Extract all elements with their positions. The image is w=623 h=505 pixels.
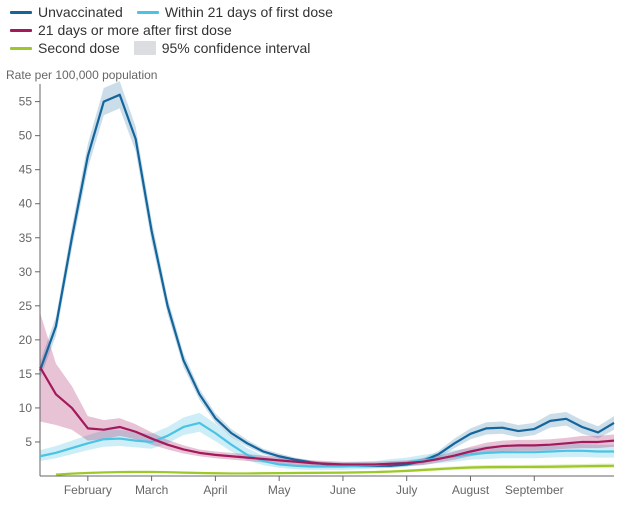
svg-text:40: 40 bbox=[19, 197, 33, 211]
y-axis-label: Rate per 100,000 population bbox=[6, 68, 157, 82]
svg-text:45: 45 bbox=[19, 163, 33, 177]
legend-label: 21 days or more after first dose bbox=[38, 22, 232, 38]
legend: Unvaccinated Within 21 days of first dose… bbox=[10, 4, 333, 58]
svg-text:June: June bbox=[330, 483, 356, 497]
legend-swatch-box bbox=[134, 41, 156, 55]
legend-item: Within 21 days of first dose bbox=[137, 4, 333, 20]
legend-item: 21 days or more after first dose bbox=[10, 22, 232, 38]
svg-text:July: July bbox=[396, 483, 417, 497]
svg-text:March: March bbox=[135, 483, 168, 497]
svg-text:15: 15 bbox=[19, 367, 33, 381]
legend-label: Within 21 days of first dose bbox=[165, 4, 333, 20]
svg-text:35: 35 bbox=[19, 231, 33, 245]
svg-text:20: 20 bbox=[19, 333, 33, 347]
svg-text:April: April bbox=[203, 483, 227, 497]
svg-text:February: February bbox=[64, 483, 112, 497]
svg-text:30: 30 bbox=[19, 265, 33, 279]
svg-text:55: 55 bbox=[19, 95, 33, 109]
series-line bbox=[40, 95, 614, 466]
y-axis: 5 10 15 20 25 30 35 40 45 50 55 bbox=[19, 95, 40, 449]
legend-swatch-line bbox=[10, 47, 32, 50]
legend-item: Second dose bbox=[10, 40, 120, 56]
svg-text:May: May bbox=[268, 483, 291, 497]
legend-label: 95% confidence interval bbox=[162, 40, 311, 56]
svg-text:5: 5 bbox=[25, 435, 32, 449]
svg-text:10: 10 bbox=[19, 401, 33, 415]
legend-swatch-line bbox=[137, 11, 159, 14]
svg-text:September: September bbox=[505, 483, 564, 497]
legend-item: 95% confidence interval bbox=[134, 40, 311, 56]
chart-container: Unvaccinated Within 21 days of first dose… bbox=[0, 0, 623, 505]
legend-label: Second dose bbox=[38, 40, 120, 56]
legend-item: Unvaccinated bbox=[10, 4, 123, 20]
x-axis: February March April May June July August Septe… bbox=[64, 476, 564, 497]
svg-text:50: 50 bbox=[19, 129, 33, 143]
ci-band bbox=[40, 81, 614, 468]
legend-swatch-line bbox=[10, 29, 32, 32]
legend-swatch-line bbox=[10, 11, 32, 14]
legend-label: Unvaccinated bbox=[38, 4, 123, 20]
svg-text:August: August bbox=[452, 483, 490, 497]
svg-text:25: 25 bbox=[19, 299, 33, 313]
